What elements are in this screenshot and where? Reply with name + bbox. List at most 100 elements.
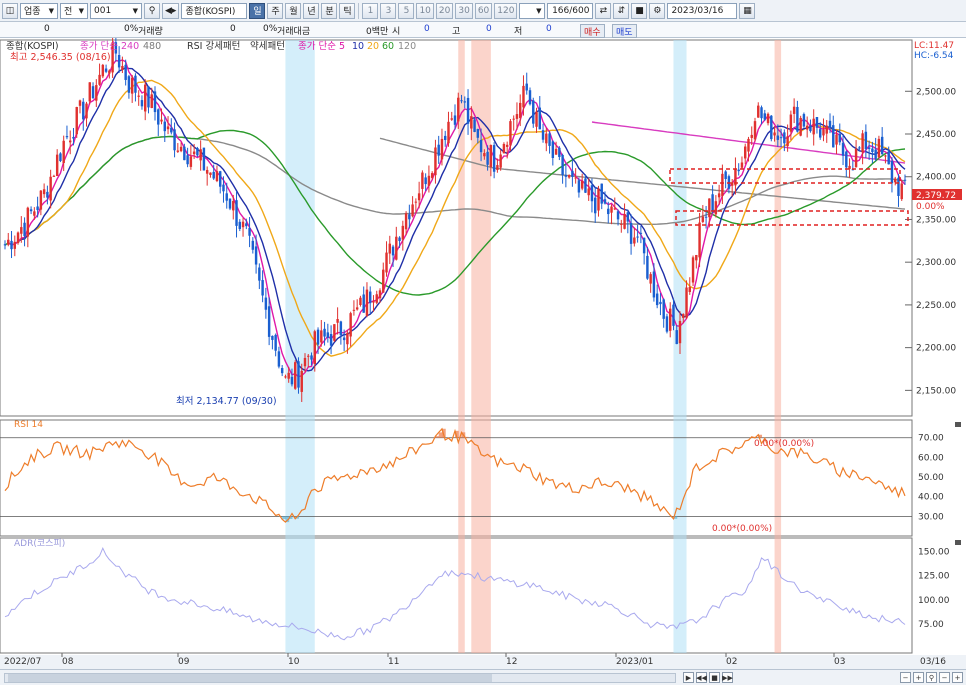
candle-up — [633, 237, 636, 244]
legend-ma480: 480 — [143, 41, 161, 52]
candle-up — [199, 149, 202, 161]
period-button-tick[interactable]: 틱 — [339, 2, 356, 19]
candle-down — [880, 136, 884, 155]
adr-legend: ADR(코스피) — [14, 538, 65, 549]
candle-up — [375, 294, 378, 303]
last-icon[interactable]: ▶▶ — [722, 672, 733, 683]
candle-up — [688, 287, 692, 292]
candle-up — [205, 169, 209, 174]
candle-up — [708, 198, 711, 218]
candle-down — [183, 146, 186, 161]
minus-icon[interactable]: − — [939, 672, 950, 683]
rsi-overbought-fill — [464, 436, 469, 438]
scroll-right-icon[interactable]: ▶ — [683, 672, 694, 683]
candle-up — [241, 221, 245, 228]
minute-button-1[interactable]: 1 — [362, 2, 379, 19]
gear-icon[interactable]: ⚙ — [649, 2, 666, 19]
candle-up — [385, 252, 388, 273]
x-label: 11 — [388, 657, 399, 667]
period-button-minute[interactable]: 분 — [321, 2, 338, 19]
minute-button-20[interactable]: 20 — [435, 2, 454, 19]
market-select[interactable]: 업종 ▼ — [20, 2, 58, 19]
chevron-down-icon: ▼ — [78, 6, 84, 15]
save-icon[interactable]: ■ — [631, 2, 648, 19]
candle-up — [518, 102, 522, 118]
candle-up — [42, 189, 46, 195]
period-button-day[interactable]: 일 — [249, 2, 266, 19]
minute-button-3[interactable]: 3 — [380, 2, 397, 19]
candle-down — [551, 141, 555, 158]
compare-icon[interactable]: ⇄ — [595, 2, 612, 19]
candle-down — [36, 206, 39, 211]
candle-down — [724, 171, 727, 180]
highlight-band — [285, 40, 315, 653]
candle-up — [610, 206, 613, 213]
price-chart[interactable]: 2,500.00 2,450.00 2,400.00 2,350.00 2,300.00… — [0, 38, 966, 669]
candle-down — [655, 293, 659, 306]
candle-down — [864, 131, 868, 150]
candle-up — [49, 176, 52, 201]
chart-menu-icon[interactable]: ◫ — [2, 2, 18, 19]
candle-up — [861, 133, 864, 153]
candle-up — [512, 118, 515, 120]
candle-up — [88, 82, 92, 102]
legend-ma10: 10 — [352, 41, 364, 52]
minute-button-10[interactable]: 10 — [416, 2, 434, 19]
candle-down — [134, 75, 137, 93]
interval-select[interactable]: ▼ — [519, 2, 546, 19]
calendar-icon[interactable]: ▦ — [739, 2, 756, 19]
minute-button-120[interactable]: 120 — [494, 2, 518, 19]
first-icon[interactable]: ◀◀ — [696, 672, 707, 683]
candle-up — [336, 319, 339, 323]
search-icon[interactable]: ⚲ — [926, 672, 937, 683]
candle-up — [447, 121, 450, 144]
volume-value: 0 — [230, 24, 236, 34]
legend-symbol: 종합(KOSPI) — [6, 41, 59, 52]
step-arrows-icon[interactable]: ◀▸ — [162, 2, 180, 19]
candle-down — [832, 125, 835, 148]
candle-down — [196, 148, 199, 156]
count-field[interactable]: 166/600 — [547, 2, 594, 19]
zoom-out-icon[interactable]: − — [900, 672, 911, 683]
candle-down — [10, 240, 13, 250]
candle-up — [734, 168, 737, 186]
candle-down — [897, 177, 900, 196]
scope-select[interactable]: 전 ▼ — [60, 2, 88, 19]
minute-button-5[interactable]: 5 — [398, 2, 415, 19]
candle-up — [574, 177, 577, 179]
panel-close-icon — [955, 540, 961, 545]
candle-down — [577, 180, 581, 193]
zoom-in-icon[interactable]: + — [913, 672, 924, 683]
code-input[interactable]: 001 ▼ — [90, 2, 142, 19]
sell-button[interactable]: 매도 — [612, 24, 637, 38]
candle-down — [91, 86, 95, 99]
candle-down — [779, 137, 783, 139]
period-button-year[interactable]: 년 — [303, 2, 320, 19]
candle-up — [535, 111, 538, 127]
candle-up — [382, 269, 385, 293]
candle-down — [486, 151, 489, 165]
zoom-icon[interactable]: ⇵ — [613, 2, 630, 19]
period-button-week[interactable]: 주 — [267, 2, 284, 19]
search-icon[interactable]: ⚲ — [144, 2, 160, 19]
candle-down — [424, 177, 427, 185]
period-button-month[interactable]: 월 — [285, 2, 302, 19]
minute-button-30[interactable]: 30 — [455, 2, 473, 19]
minute-button-60[interactable]: 60 — [474, 2, 493, 19]
date-field[interactable]: 2023/03/16 — [667, 2, 738, 19]
candle-down — [558, 147, 561, 157]
candle-up — [450, 118, 453, 120]
name-field[interactable]: 종합(KOSPI) — [181, 2, 248, 19]
stop-icon[interactable]: ■ — [709, 672, 720, 683]
scroll-thumb[interactable] — [8, 674, 492, 682]
plus-icon[interactable]: + — [952, 672, 963, 683]
candle-down — [316, 329, 320, 345]
ma60-line — [4, 129, 906, 296]
candle-down — [274, 334, 277, 351]
candle-up — [691, 257, 695, 283]
candle-up — [388, 243, 392, 254]
x-label: 08 — [62, 657, 74, 667]
candle-down — [437, 144, 440, 156]
buy-button[interactable]: 매수 — [580, 24, 605, 38]
legend-ma240: 종가 단순 240 — [80, 41, 139, 52]
